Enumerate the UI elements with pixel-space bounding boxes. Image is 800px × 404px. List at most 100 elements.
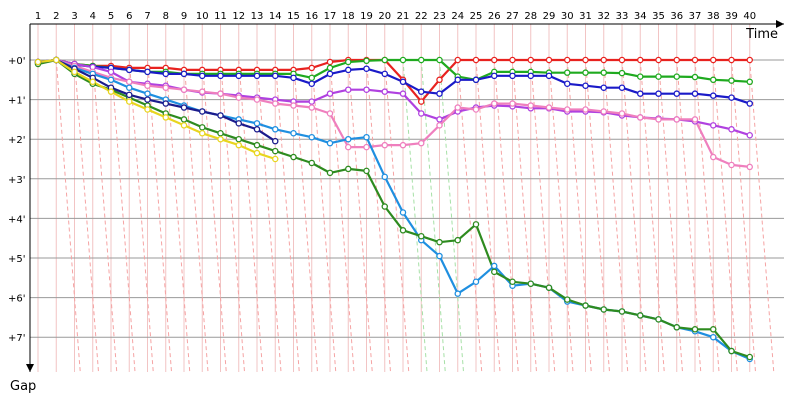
series-point bbox=[235, 72, 242, 80]
series-point bbox=[399, 90, 407, 97]
lap-trace-line bbox=[293, 59, 318, 373]
series-point bbox=[381, 141, 388, 149]
series-point bbox=[691, 73, 699, 81]
series-point bbox=[162, 84, 169, 91]
series-point bbox=[217, 135, 224, 143]
series-point bbox=[490, 56, 498, 64]
series-point bbox=[582, 69, 589, 76]
series-point bbox=[290, 74, 297, 82]
series-point bbox=[53, 56, 60, 64]
series-line-8 bbox=[37, 58, 276, 143]
series-point bbox=[363, 65, 370, 72]
series-point bbox=[344, 135, 352, 143]
series-point bbox=[399, 209, 407, 216]
series-point bbox=[326, 110, 334, 117]
y-axis-title: Gap bbox=[10, 379, 36, 394]
series-point bbox=[126, 98, 133, 105]
series-point bbox=[180, 116, 188, 123]
series-point bbox=[710, 326, 717, 333]
x-tick-label: 36 bbox=[670, 11, 683, 22]
series-point bbox=[436, 122, 443, 129]
y-tick-label: +3' bbox=[8, 175, 26, 186]
series-point bbox=[637, 56, 644, 64]
series-point bbox=[344, 86, 352, 93]
series-point bbox=[363, 86, 370, 93]
x-tick-label: 8 bbox=[163, 11, 169, 22]
series-point bbox=[509, 72, 516, 80]
series-point bbox=[472, 221, 480, 228]
series-point bbox=[472, 278, 480, 286]
lap-trace-line bbox=[676, 59, 702, 373]
series-point bbox=[655, 116, 662, 123]
series-point bbox=[344, 66, 352, 74]
series-point bbox=[162, 70, 169, 78]
x-tick-label: 40 bbox=[743, 11, 756, 22]
x-tick-label: 25 bbox=[470, 11, 483, 22]
series-point bbox=[618, 56, 626, 64]
series-point bbox=[399, 141, 407, 149]
series-point bbox=[436, 90, 443, 97]
x-tick-label: 35 bbox=[652, 11, 665, 22]
series-point bbox=[564, 80, 571, 88]
series-point bbox=[344, 143, 352, 151]
series-point bbox=[344, 58, 352, 66]
lap-trace-line bbox=[55, 59, 81, 373]
series-point bbox=[490, 262, 498, 270]
series-point bbox=[545, 56, 553, 64]
x-tick-label: 24 bbox=[451, 11, 464, 22]
lap-trace-line bbox=[311, 59, 337, 373]
series-point bbox=[655, 73, 662, 80]
series-point bbox=[417, 88, 425, 95]
series-point bbox=[271, 147, 279, 155]
series-point bbox=[527, 56, 535, 64]
series-point bbox=[472, 56, 480, 64]
series-point bbox=[710, 92, 717, 99]
series-point bbox=[436, 56, 443, 64]
lap-trace-line bbox=[585, 59, 610, 373]
lap-trace-line bbox=[165, 59, 191, 373]
y-tick-label: +1' bbox=[8, 96, 26, 107]
series-point bbox=[673, 56, 681, 64]
series-point bbox=[746, 56, 754, 64]
x-tick-label: 30 bbox=[561, 11, 574, 22]
series-point bbox=[144, 68, 151, 76]
lap-trace-line bbox=[220, 59, 245, 373]
x-tick-label: 3 bbox=[71, 11, 77, 22]
x-tick-label: 16 bbox=[305, 11, 318, 22]
series-point bbox=[290, 130, 297, 137]
series-point bbox=[655, 56, 662, 64]
series-point bbox=[198, 108, 206, 115]
series-point bbox=[198, 88, 206, 95]
x-tick-label: 39 bbox=[725, 11, 738, 22]
x-tick-label: 34 bbox=[634, 11, 647, 22]
series-point bbox=[271, 72, 279, 80]
lap-trace-line bbox=[256, 59, 282, 373]
x-tick-label: 12 bbox=[232, 11, 245, 22]
lap-trace-line bbox=[694, 59, 720, 373]
series-line-1 bbox=[37, 58, 750, 103]
series-point bbox=[746, 78, 754, 86]
x-tick-label: 21 bbox=[397, 11, 410, 22]
series-point bbox=[363, 133, 370, 141]
series-point bbox=[126, 78, 133, 86]
series-point bbox=[253, 72, 261, 80]
lap-trace-line bbox=[712, 59, 738, 373]
series-point bbox=[271, 126, 279, 133]
series-point bbox=[545, 72, 553, 80]
series-point bbox=[381, 203, 388, 210]
lap-trace-line bbox=[183, 59, 209, 373]
series-point bbox=[710, 76, 717, 84]
series-point bbox=[235, 141, 242, 149]
series-point bbox=[271, 100, 279, 107]
x-tick-label: 11 bbox=[214, 11, 227, 22]
x-axis-title: Time bbox=[745, 27, 778, 42]
series-point bbox=[673, 90, 681, 97]
tick-labels: 1 2 3 4 5 6 7 8 9 10 11 12 13 14 15 16 17 18 19 20 21 22 23 24 2… bbox=[8, 11, 778, 394]
series-point bbox=[399, 227, 407, 234]
series-point bbox=[253, 96, 261, 103]
series-point bbox=[107, 88, 115, 95]
series-point bbox=[490, 72, 498, 80]
x-axis-arrow bbox=[776, 20, 784, 28]
series-point bbox=[326, 58, 334, 66]
series-point bbox=[746, 353, 754, 361]
